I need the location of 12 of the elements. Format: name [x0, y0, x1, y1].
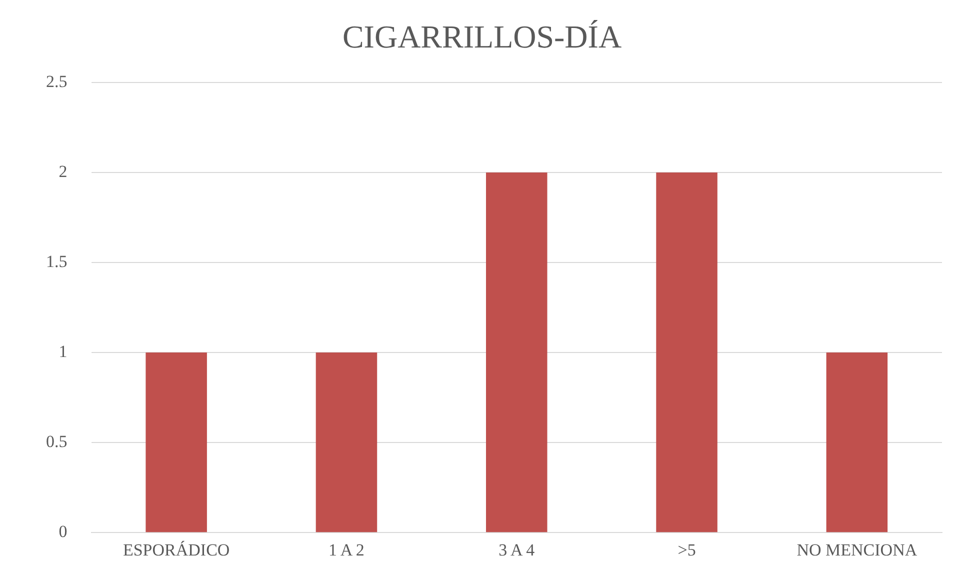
- y-tick-label: 2: [58, 162, 68, 181]
- x-tick-label: 3 A 4: [498, 540, 536, 560]
- x-tick-label: ESPORÁDICO: [122, 540, 230, 560]
- y-tick-label: 0: [58, 522, 68, 542]
- x-tick-label: >5: [678, 540, 696, 560]
- x-tick-label: NO MENCIONA: [796, 540, 918, 560]
- chart-title: CIGARRILLOS-DÍA: [342, 18, 622, 55]
- x-tick-label: 1 A 2: [328, 540, 364, 560]
- y-tick-label: 1: [58, 342, 68, 361]
- y-tick-label: 0.5: [46, 432, 68, 452]
- y-tick-label: 1.5: [46, 252, 68, 271]
- y-tick-label: 2.5: [46, 72, 68, 91]
